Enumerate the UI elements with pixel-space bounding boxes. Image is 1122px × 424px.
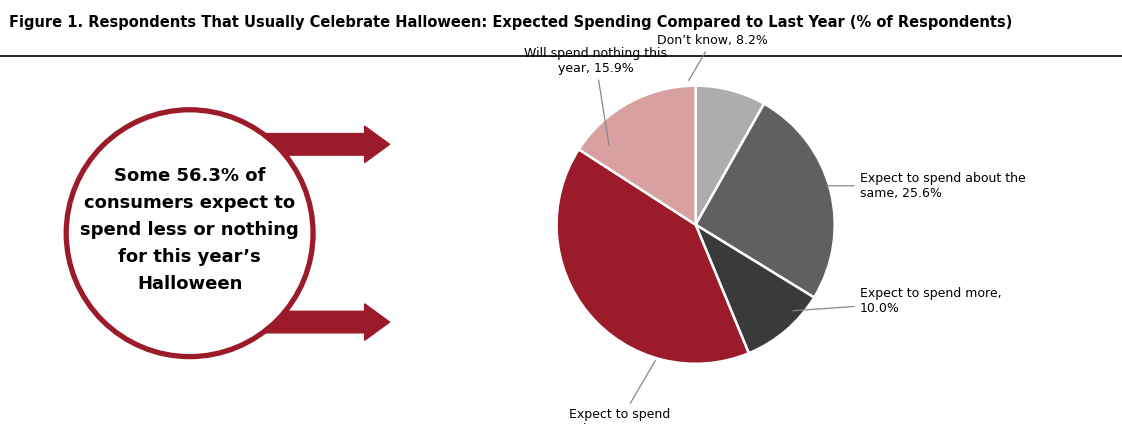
Text: Don’t know, 8.2%: Don’t know, 8.2% <box>656 33 767 81</box>
Text: Figure 1. Respondents That Usually Celebrate Halloween: Expected Spending Compar: Figure 1. Respondents That Usually Celeb… <box>9 15 1012 30</box>
Text: Expect to spend
less, 40.4%: Expect to spend less, 40.4% <box>569 361 670 424</box>
Wedge shape <box>557 149 748 364</box>
Wedge shape <box>696 86 764 225</box>
Wedge shape <box>696 225 815 353</box>
FancyArrow shape <box>258 126 389 162</box>
Text: Will spend nothing this
year, 15.9%: Will spend nothing this year, 15.9% <box>524 47 666 145</box>
Circle shape <box>66 110 313 357</box>
Text: Some 56.3% of
consumers expect to
spend less or nothing
for this year’s
Hallowee: Some 56.3% of consumers expect to spend … <box>81 167 298 293</box>
Text: Expect to spend about the
same, 25.6%: Expect to spend about the same, 25.6% <box>827 172 1026 200</box>
Wedge shape <box>696 103 835 298</box>
Text: Expect to spend more,
10.0%: Expect to spend more, 10.0% <box>793 287 1001 315</box>
Wedge shape <box>579 86 696 225</box>
FancyArrow shape <box>258 304 389 340</box>
